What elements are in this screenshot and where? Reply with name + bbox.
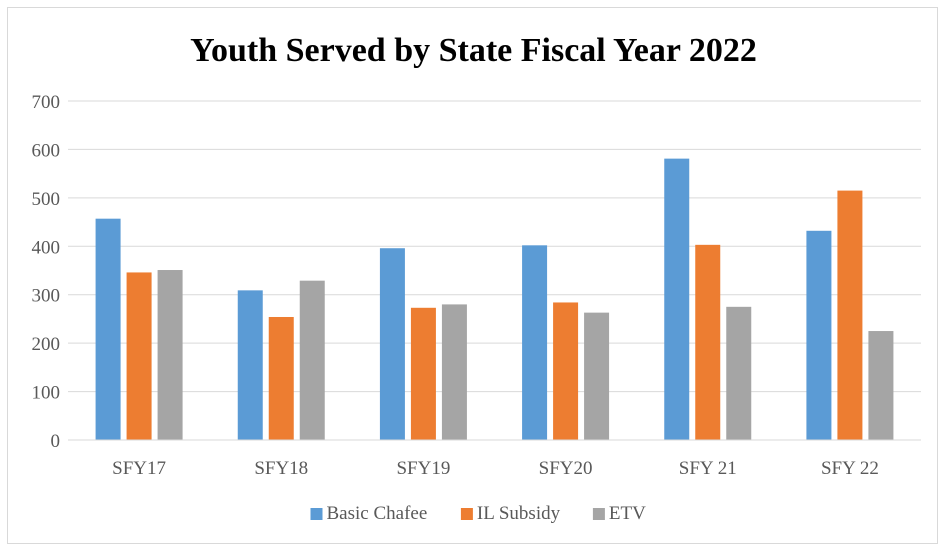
y-tick-label: 700: [32, 92, 61, 113]
bar-etv: [441, 304, 467, 440]
x-category-label: SFY20: [539, 458, 593, 479]
y-tick-label: 300: [32, 286, 61, 307]
bar-il-subsidy: [837, 190, 863, 440]
y-tick-label: 100: [32, 383, 61, 404]
y-tick-label: 500: [32, 189, 61, 210]
y-axis-tick-labels: 0 100 200 300 400 500 600 700: [32, 92, 61, 452]
bar-basic-chafee: [237, 290, 263, 440]
y-tick-label: 600: [32, 140, 61, 161]
legend: Basic Chafee IL Subsidy ETV: [310, 503, 646, 524]
x-category-label: SFY18: [254, 458, 308, 479]
x-category-label: SFY 22: [821, 458, 879, 479]
legend-swatch: [310, 508, 323, 520]
y-tick-label: 200: [32, 334, 61, 355]
chart-title: Youth Served by State Fiscal Year 2022: [190, 32, 757, 69]
y-tick-label: 400: [32, 237, 61, 258]
bar-etv: [726, 306, 752, 440]
bar-etv: [157, 270, 183, 440]
x-category-label: SFY 21: [679, 458, 737, 479]
gridlines: [68, 100, 921, 393]
bar-etv: [584, 312, 610, 440]
bar-il-subsidy: [410, 307, 436, 440]
legend-swatch: [460, 508, 473, 520]
chart-frame: Youth Served by State Fiscal Year 2022 0…: [7, 7, 938, 544]
x-category-label: SFY17: [112, 458, 166, 479]
bars: [95, 158, 894, 440]
bar-il-subsidy: [268, 316, 294, 440]
bar-basic-chafee: [95, 218, 121, 440]
x-category-label: SFY19: [396, 458, 450, 479]
legend-label: Basic Chafee: [327, 503, 428, 524]
legend-label: ETV: [609, 503, 646, 524]
bar-il-subsidy: [553, 302, 579, 440]
y-tick-label: 0: [51, 431, 61, 452]
bar-etv: [299, 280, 325, 440]
bar-basic-chafee: [379, 248, 405, 440]
x-axis-category-labels: SFY17 SFY18 SFY19 SFY20 SFY 21 SFY 22: [112, 458, 879, 479]
bar-il-subsidy: [126, 272, 152, 440]
bar-basic-chafee: [806, 230, 832, 440]
bar-basic-chafee: [664, 158, 690, 440]
legend-label: IL Subsidy: [477, 503, 561, 524]
bar-il-subsidy: [695, 244, 721, 440]
bar-etv: [868, 331, 894, 440]
legend-swatch: [592, 508, 605, 520]
bar-basic-chafee: [522, 245, 548, 440]
